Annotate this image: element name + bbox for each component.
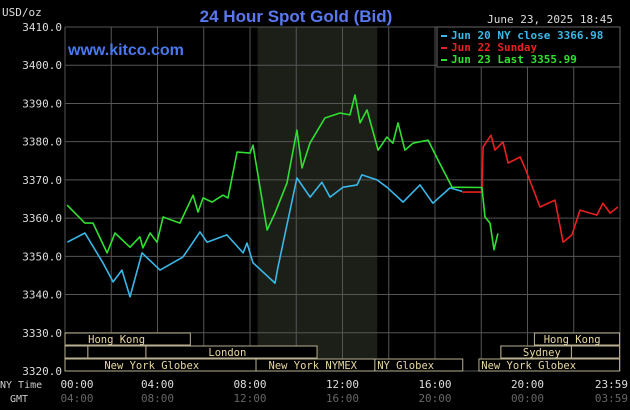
grid bbox=[64, 26, 621, 372]
x-tick-label-gmt: 16:00 bbox=[326, 392, 359, 405]
session-label: Hong Kong bbox=[544, 334, 601, 346]
x-tick-label-gmt: 03:59 bbox=[595, 392, 628, 405]
session-label: New York Globex bbox=[104, 360, 199, 372]
session-box bbox=[87, 345, 147, 359]
session-label: New York NYMEX bbox=[269, 360, 358, 372]
x-tick-label-ny: 20:00 bbox=[511, 378, 544, 391]
session-box bbox=[64, 345, 89, 359]
x-tick-label-gmt: 20:00 bbox=[418, 392, 451, 405]
x-tick-label-ny: 23:59 bbox=[595, 378, 628, 391]
nymex-highlight-band bbox=[257, 27, 378, 371]
legend-box bbox=[436, 26, 621, 68]
y-tick-label: 3320.0 bbox=[22, 365, 62, 378]
session-box bbox=[478, 358, 621, 372]
x-tick-label-ny: 04:00 bbox=[141, 378, 174, 391]
x-tick-label-gmt: 04:00 bbox=[60, 392, 93, 405]
gmt-label: GMT bbox=[10, 394, 28, 405]
legend-swatch bbox=[441, 59, 447, 61]
series-line-2 bbox=[462, 134, 619, 243]
series-line-1 bbox=[66, 174, 463, 298]
y-tick-label: 3390.0 bbox=[22, 97, 62, 110]
x-tick-label-gmt: 12:00 bbox=[233, 392, 266, 405]
y-tick-label: 3340.0 bbox=[22, 289, 62, 302]
legend-entry: Jun 20 NY close 3366.98 bbox=[451, 29, 603, 42]
y-tick-label: 3410.0 bbox=[22, 21, 62, 34]
y-tick-label: 3380.0 bbox=[22, 136, 62, 149]
legend-swatch bbox=[441, 35, 447, 37]
market-sessions: Hong Kong London New York Globex New York N… bbox=[64, 332, 621, 372]
y-tick-label: 3350.0 bbox=[22, 250, 62, 263]
session-box bbox=[570, 345, 621, 359]
session-label: NY Globex bbox=[377, 360, 434, 372]
x-tick-label-gmt: 00:00 bbox=[511, 392, 544, 405]
session-box bbox=[374, 358, 464, 372]
x-tick-label-ny: 08:00 bbox=[233, 378, 266, 391]
ny-time-label: NY Time bbox=[0, 380, 42, 391]
legend-swatch bbox=[441, 47, 447, 49]
chart-title: 24 Hour Spot Gold (Bid) bbox=[200, 7, 393, 26]
y-tick-label: 3370.0 bbox=[22, 174, 62, 187]
series-lines bbox=[66, 94, 619, 298]
kitco-link[interactable]: www.kitco.com bbox=[67, 42, 184, 59]
y-axis-unit: USD/oz bbox=[2, 6, 42, 19]
timestamp: June 23, 2025 18:45 bbox=[487, 13, 613, 26]
session-box bbox=[145, 345, 318, 359]
x-tick-label-ny: 12:00 bbox=[326, 378, 359, 391]
legend-entry: Jun 23 Last 3355.99 bbox=[451, 53, 577, 66]
series-line-3 bbox=[66, 94, 499, 254]
session-box bbox=[533, 332, 621, 346]
session-label: Sydney bbox=[523, 347, 561, 359]
x-tick-label-ny: 16:00 bbox=[418, 378, 451, 391]
session-label: New York Globex bbox=[481, 360, 576, 372]
y-tick-label: 3400.0 bbox=[22, 59, 62, 72]
session-box bbox=[64, 332, 191, 346]
y-tick-label: 3360.0 bbox=[22, 212, 62, 225]
x-tick-label-ny: 00:00 bbox=[60, 378, 93, 391]
x-axis: 00:0004:0004:0008:0008:0012:0012:0016:00… bbox=[60, 378, 628, 405]
session-label: Hong Kong bbox=[88, 334, 145, 346]
session-label: London bbox=[208, 347, 246, 359]
y-tick-label: 3330.0 bbox=[22, 327, 62, 340]
y-axis: 3410.0 3400.0 3390.0 3380.0 3370.0 3360.0 3350… bbox=[22, 21, 62, 378]
legend-entry: Jun 22 Sunday bbox=[451, 41, 537, 54]
x-tick-label-gmt: 08:00 bbox=[141, 392, 174, 405]
